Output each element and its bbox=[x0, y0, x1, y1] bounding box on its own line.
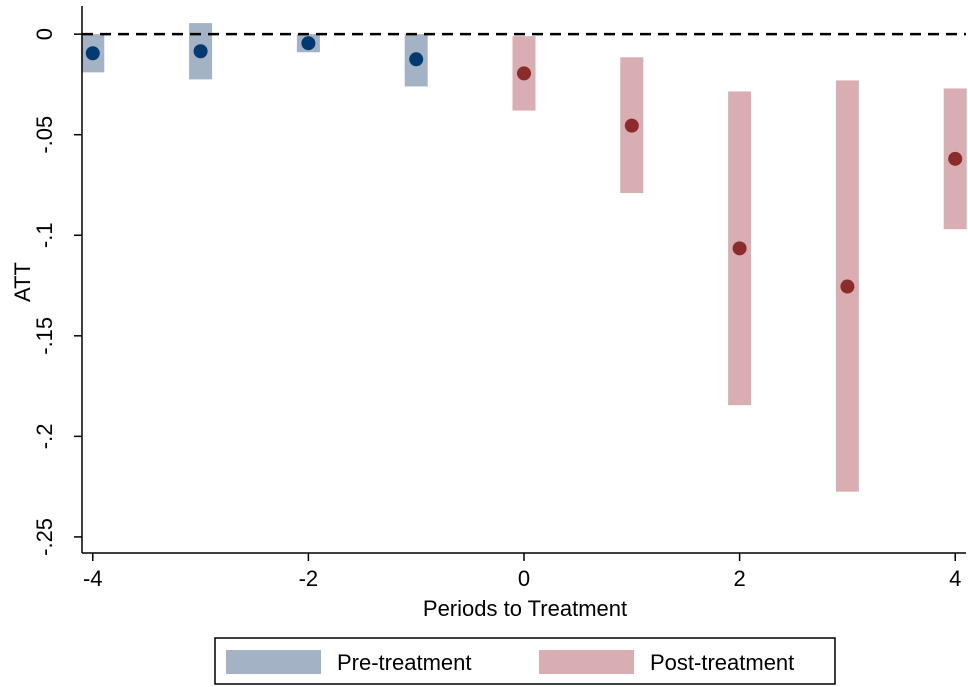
x-axis-title: Periods to Treatment bbox=[423, 596, 627, 621]
y-tick-label: -.05 bbox=[32, 116, 57, 154]
confidence-intervals bbox=[81, 23, 967, 492]
legend: Pre-treatment Post-treatment bbox=[214, 637, 836, 685]
y-tick-label: 0 bbox=[32, 28, 57, 40]
point-estimate bbox=[409, 52, 424, 67]
x-tick-label: 2 bbox=[733, 566, 745, 591]
legend-swatch-pre-treatment bbox=[226, 650, 321, 674]
y-tick-label: -.15 bbox=[32, 317, 57, 355]
point-estimate bbox=[948, 151, 963, 166]
point-estimate bbox=[517, 66, 531, 81]
legend-label-pre-treatment: Pre-treatment bbox=[337, 650, 472, 675]
point-estimates bbox=[85, 36, 963, 294]
point-estimate bbox=[85, 46, 100, 61]
x-tick-label: -4 bbox=[83, 566, 103, 591]
x-tick-label: 4 bbox=[949, 566, 961, 591]
point-estimate bbox=[732, 241, 747, 256]
point-estimate bbox=[193, 44, 208, 59]
point-estimate bbox=[301, 36, 316, 51]
x-axis-ticks: -4 -2 0 2 4 bbox=[83, 553, 961, 591]
legend-label-post-treatment: Post-treatment bbox=[650, 650, 794, 675]
y-axis-ticks: 0 -.05 -.1 -.15 -.2 -.25 bbox=[32, 28, 82, 556]
point-estimate bbox=[840, 279, 855, 294]
y-tick-label: -.25 bbox=[32, 518, 57, 556]
x-tick-label: -2 bbox=[299, 566, 319, 591]
y-tick-label: -.1 bbox=[32, 222, 57, 248]
y-axis-title: ATT bbox=[10, 262, 35, 302]
legend-swatch-post-treatment bbox=[539, 650, 634, 674]
x-tick-label: 0 bbox=[518, 566, 530, 591]
point-estimate bbox=[624, 118, 639, 133]
y-tick-label: -.2 bbox=[32, 424, 57, 450]
